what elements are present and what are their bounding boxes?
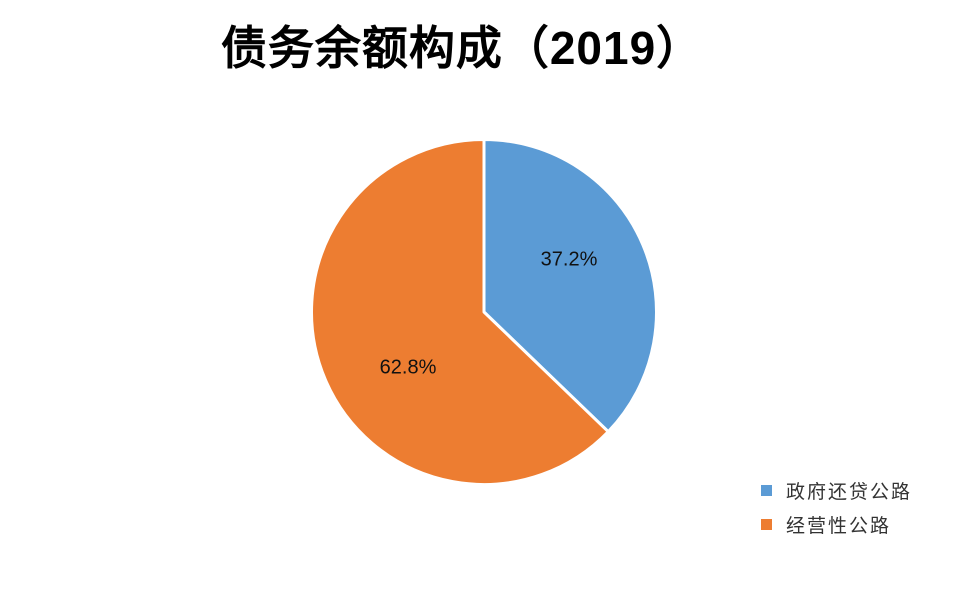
legend-swatch-blue-icon (761, 485, 772, 496)
legend-swatch-orange-icon (761, 519, 772, 530)
pie-slice-1 (310, 138, 610, 486)
legend-item-1: 经营性公路 (761, 513, 912, 537)
legend-item-0: 政府还贷公路 (761, 479, 913, 503)
chart-title: 债务余额构成（2019） (220, 22, 704, 74)
legend-label-1: 经营性公路 (786, 516, 892, 537)
legend: 政府还贷公路 经营性公路 (761, 479, 913, 537)
data-label-slice-0: 37.2% (540, 248, 598, 271)
data-label-slice-1: 62.8% (379, 356, 437, 379)
legend-label-0: 政府还贷公路 (786, 482, 913, 503)
pie-slice-0 (482, 138, 658, 434)
pie-chart (310, 138, 658, 486)
